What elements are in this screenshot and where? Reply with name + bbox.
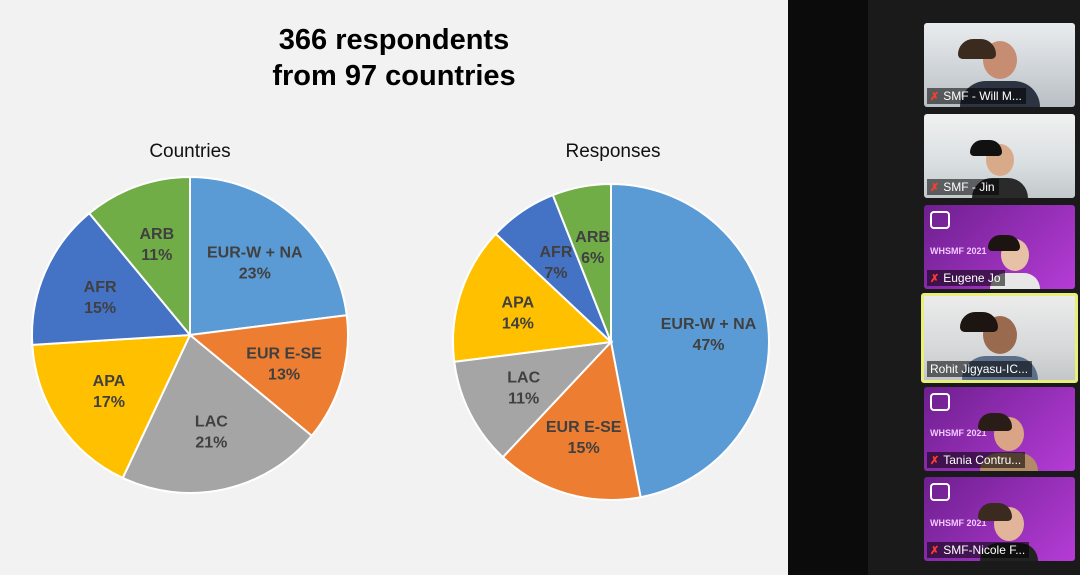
event-logo-text: WHSMF 2021 (930, 246, 987, 256)
pie-slice-lac (453, 340, 614, 459)
pie-slice-eur-w-na (610, 182, 770, 499)
pie-slice-apa (452, 232, 614, 363)
event-logo-icon (930, 211, 950, 229)
muted-mic-icon: ✗ (930, 182, 940, 194)
slide-title-line1: 366 respondents (278, 24, 510, 56)
participant-tile-6[interactable]: WHSMF 2021 ✗ SMF-Nicole F... (924, 477, 1075, 561)
pie-slice-value-label: 11% (508, 390, 539, 407)
pie-slice-value-label: 14% (502, 316, 534, 333)
participant-tile-3[interactable]: WHSMF 2021 ✗ Eugene Jo (924, 205, 1075, 289)
participant-name: SMF - Jin (943, 180, 995, 194)
event-logo-icon (930, 393, 950, 411)
countries-pie: EUR-W + NA 23% EUR E-SE 13% LAC 21% APA 17% AFR 1… (31, 175, 349, 494)
muted-mic-icon: ✗ (930, 91, 940, 103)
pie-slice-category-label: AFR (539, 244, 572, 261)
event-logo-text: WHSMF 2021 (930, 428, 987, 438)
participant-name-label: ✗ SMF - Jin (927, 179, 999, 195)
pie-slice-lac (121, 333, 314, 494)
participant-tile-5[interactable]: WHSMF 2021 ✗ Tania Contru... (924, 387, 1075, 471)
countries-chart-title: Countries (149, 141, 231, 162)
participant-name-label: ✗ Tania Contru... (927, 452, 1026, 468)
pie-slice-category-label: APA (502, 295, 535, 312)
participant-name-label: ✗ SMF-Nicole F... (927, 542, 1030, 558)
pie-slice-eur-w-na (189, 175, 348, 337)
pie-slice-category-label: EUR-W + NA (207, 245, 303, 262)
pie-charts: EUR-W + NA 23% EUR E-SE 13% LAC 21% APA 17% AFR 1… (31, 175, 770, 501)
pie-slice-eur-e-se (187, 314, 349, 438)
participant-name: Tania Contru... (943, 453, 1022, 467)
pie-slice-eur-e-se (501, 339, 642, 501)
pie-slice-category-label: ARB (575, 229, 610, 246)
participant-name-label: ✗ SMF - Will M... (927, 88, 1026, 104)
pie-slice-apa (31, 333, 192, 480)
slide-title-line2: from 97 countries (272, 60, 516, 92)
responses-chart-title: Responses (565, 141, 661, 162)
participant-name: SMF-Nicole F... (943, 543, 1026, 557)
pie-slice-value-label: 7% (544, 265, 567, 282)
pie-slice-value-label: 23% (239, 266, 271, 283)
pie-slice-value-label: 15% (84, 300, 116, 317)
pie-slice-afr (31, 211, 193, 346)
pie-slice-category-label: EUR-W + NA (661, 316, 757, 333)
event-logo-text: WHSMF 2021 (930, 518, 987, 528)
participant-name-label: ✗ Eugene Jo (927, 270, 1005, 286)
participant-tile-2[interactable]: ✗ SMF - Jin (924, 114, 1075, 198)
responses-pie: EUR-W + NA 47% EUR E-SE 15% LAC 11% APA 14% AFR 7… (452, 182, 770, 501)
pie-slice-value-label: 21% (195, 435, 227, 452)
participant-name-label: Rohit Jigyasu-IC... (927, 361, 1033, 377)
pie-slice-value-label: 11% (141, 247, 172, 264)
muted-mic-icon: ✗ (930, 545, 940, 557)
pie-slice-category-label: EUR E-SE (246, 345, 322, 362)
participant-tile-4-active-speaker[interactable]: Rohit Jigyasu-IC... (921, 293, 1078, 383)
pie-slice-category-label: LAC (195, 414, 228, 431)
pie-slice-category-label: EUR E-SE (546, 419, 622, 436)
event-logo-icon (930, 483, 950, 501)
pie-slice-value-label: 13% (268, 366, 300, 383)
pie-slice-arb (551, 182, 612, 343)
pie-slice-category-label: AFR (84, 279, 117, 296)
divider-gutter (788, 0, 868, 575)
pie-slice-value-label: 6% (581, 250, 604, 267)
muted-mic-icon: ✗ (930, 273, 940, 285)
participant-name: Rohit Jigyasu-IC... (930, 362, 1029, 376)
pie-slice-category-label: ARB (139, 226, 174, 243)
pie-slice-arb (87, 175, 191, 338)
pie-slice-value-label: 47% (693, 337, 725, 354)
pie-slice-category-label: LAC (507, 369, 540, 386)
pie-slice-category-label: APA (93, 373, 126, 390)
shared-slide: 366 respondents from 97 countries Countr… (0, 0, 788, 575)
muted-mic-icon: ✗ (930, 455, 940, 467)
participant-name: Eugene Jo (943, 271, 1001, 285)
participant-tile-1[interactable]: ✗ SMF - Will M... (924, 23, 1075, 107)
pie-slice-value-label: 17% (93, 394, 125, 411)
pie-slice-value-label: 15% (568, 440, 600, 457)
participant-name: SMF - Will M... (943, 89, 1022, 103)
